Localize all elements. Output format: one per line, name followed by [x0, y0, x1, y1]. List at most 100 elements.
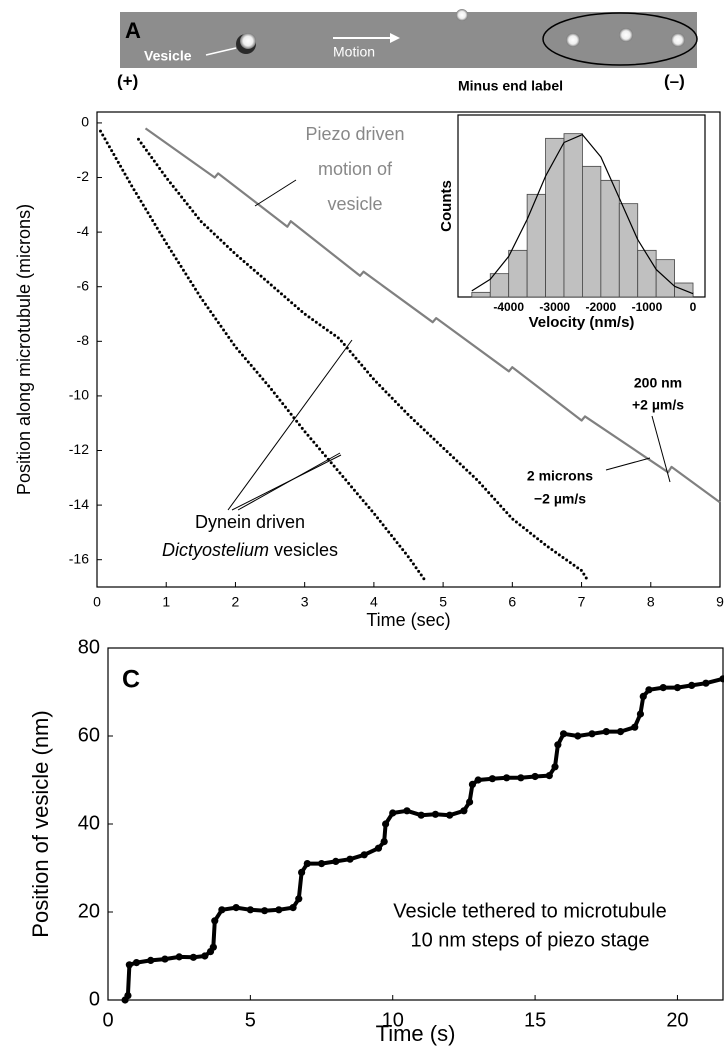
data-point: [460, 807, 468, 815]
annotation: −2 µm/s: [534, 491, 586, 507]
x-tick-label: 6: [508, 594, 516, 610]
bar: [508, 249, 528, 298]
x-tick-label: 0: [102, 1009, 113, 1031]
annotation: +2 µm/s: [632, 397, 684, 413]
bar: [600, 179, 620, 298]
micrograph: [120, 12, 697, 68]
data-point: [417, 811, 425, 819]
data-point: [465, 798, 474, 806]
y-tick-label: -10: [69, 387, 89, 403]
y-tick-label: 60: [78, 724, 100, 746]
y-tick-label: -4: [77, 223, 90, 239]
data-point: [232, 904, 240, 912]
bar: [489, 273, 510, 298]
data-point: [659, 684, 667, 692]
x-tick-label: 5: [439, 594, 447, 610]
x-tick-label: 20: [666, 1009, 688, 1031]
data-point: [317, 860, 326, 868]
spot: [671, 33, 685, 47]
leader-line: [605, 457, 651, 471]
data-point: [289, 904, 297, 912]
panel: -4000 -3000 -2000 -1000 0 Velocity (nm/s) Coun…: [438, 114, 706, 331]
annotation: 2 microns: [527, 468, 593, 484]
data-point: [275, 906, 283, 914]
y-axis-title: Position of vesicle (nm): [28, 710, 53, 937]
data-point: [403, 807, 411, 815]
annotation: vesicle: [327, 194, 382, 214]
x-tick-label: 10: [382, 1009, 404, 1031]
series-line: [137, 137, 590, 583]
x-tick-label: -1000: [632, 300, 663, 314]
x-tick-label: 5: [245, 1009, 256, 1031]
data-point: [631, 723, 639, 731]
data-point: [673, 684, 682, 692]
motion-label: Motion: [333, 44, 375, 60]
vesicle-label: Vesicle: [144, 48, 192, 64]
x-axis-title: Velocity (nm/s): [529, 314, 635, 331]
data-point: [211, 917, 219, 925]
data-point: [303, 860, 311, 868]
data-point: [246, 906, 254, 914]
y-tick-label: 0: [81, 114, 89, 130]
x-tick-label: 3: [301, 594, 309, 610]
data-point: [374, 844, 383, 852]
data-point: [551, 763, 559, 771]
data-point: [616, 728, 625, 736]
panel-label: A: [125, 18, 141, 43]
spot: [456, 9, 468, 21]
data-point: [531, 772, 539, 781]
data-point: [574, 732, 582, 740]
leader-line: [227, 339, 353, 511]
data-point: [636, 710, 645, 718]
data-point: [468, 780, 477, 789]
y-tick-label: -12: [69, 441, 89, 457]
leader-line: [254, 179, 297, 207]
x-axis-title: Time (s): [376, 1021, 456, 1046]
bar: [545, 137, 565, 298]
x-tick-label: 0: [690, 300, 697, 314]
x-tick-label: 15: [524, 1009, 546, 1031]
data-point: [295, 895, 303, 903]
y-axis-title: Position along microtubule (microns): [14, 204, 34, 495]
x-tick-label: 7: [578, 594, 586, 610]
y-tick-label: -8: [77, 332, 90, 348]
bar: [471, 291, 491, 298]
x-tick-label: 8: [647, 594, 655, 610]
data-point: [260, 907, 269, 915]
x-tick-label: -2000: [586, 300, 617, 314]
y-tick-label: -2: [77, 168, 90, 184]
annotation: 10 nm steps of piezo stage: [410, 929, 649, 951]
annotation: Dynein driven: [195, 512, 305, 532]
data-point: [431, 810, 440, 818]
data-point: [488, 775, 496, 783]
data-point: [218, 906, 226, 914]
data-point: [161, 955, 169, 963]
x-tick-label: -3000: [539, 300, 570, 314]
data-point: [189, 953, 198, 961]
x-tick-label: 4: [370, 594, 378, 610]
bar: [637, 249, 657, 298]
y-axis-title: Counts: [438, 180, 455, 232]
data-point: [588, 730, 596, 738]
annotation: Vesicle tethered to microtubule: [393, 900, 667, 922]
x-tick-label: 9: [716, 594, 724, 610]
y-tick-label: 20: [78, 900, 100, 922]
spot: [619, 28, 633, 42]
data-point: [298, 868, 306, 877]
panel: 0 5 10 15 20 0 20 40 60 80 Time (s) Position of ves…: [28, 636, 724, 1046]
pointer: [205, 47, 237, 56]
minus-end-label: Minus end label: [458, 78, 563, 94]
y-tick-label: -14: [69, 496, 89, 512]
data-point: [503, 774, 511, 782]
bar: [563, 133, 583, 298]
y-tick-label: 80: [78, 636, 100, 658]
data-point: [602, 728, 610, 736]
fit-curve: [471, 134, 694, 295]
data-point: [209, 943, 217, 951]
vesicle-spot: [240, 33, 256, 49]
data-point: [132, 959, 141, 967]
data-point: [360, 851, 368, 859]
plus-end: (+): [117, 71, 138, 90]
